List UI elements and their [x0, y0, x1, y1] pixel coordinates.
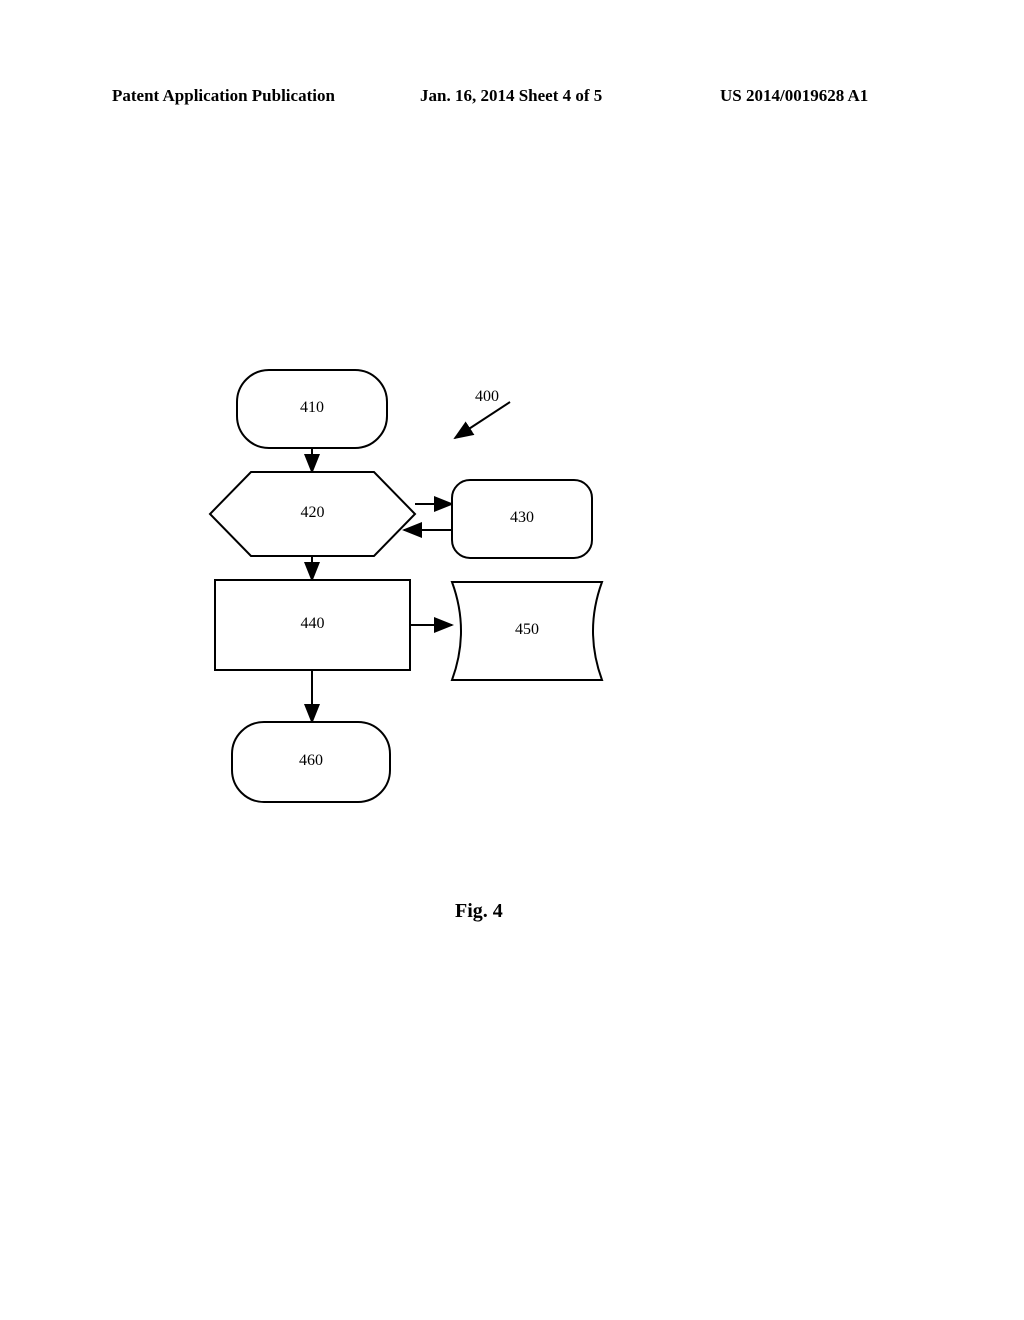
- node-label-460: 460: [291, 752, 331, 770]
- pointer-group: [455, 402, 510, 438]
- node-label-430: 430: [502, 509, 542, 527]
- node-label-410: 410: [292, 399, 332, 417]
- pointer-label: 400: [475, 388, 499, 406]
- nodes-group: [210, 370, 602, 802]
- node-label-440: 440: [293, 615, 333, 633]
- page: Patent Application Publication Jan. 16, …: [0, 0, 1024, 1320]
- flowchart-svg: [0, 0, 1024, 1320]
- figure-caption: Fig. 4: [455, 900, 503, 923]
- pointer-arrow: [455, 402, 510, 438]
- node-label-420: 420: [293, 504, 333, 522]
- node-label-450: 450: [507, 621, 547, 639]
